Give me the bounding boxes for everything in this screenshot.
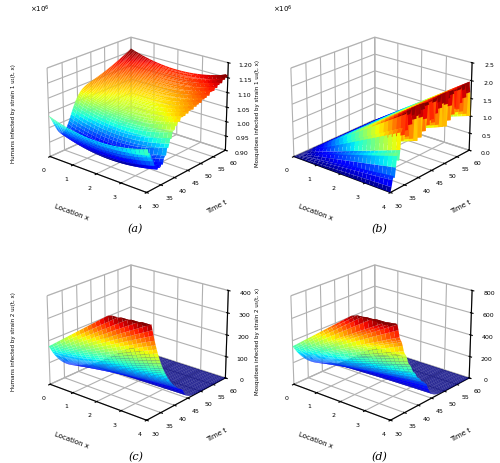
- X-axis label: Location x: Location x: [54, 431, 90, 449]
- Y-axis label: Time t: Time t: [450, 426, 471, 442]
- Text: (c): (c): [128, 450, 143, 461]
- Y-axis label: Time t: Time t: [206, 199, 228, 214]
- Text: Mosquitoes infected by strain 2 u₅(t, x): Mosquitoes infected by strain 2 u₅(t, x): [255, 288, 260, 394]
- X-axis label: Location x: Location x: [54, 203, 90, 221]
- Text: $\times 10^6$: $\times 10^6$: [30, 4, 49, 15]
- X-axis label: Location x: Location x: [298, 203, 334, 221]
- Text: (d): (d): [372, 450, 388, 461]
- Text: (a): (a): [128, 223, 144, 234]
- Text: Humans infected by strain 2 u₂(t, x): Humans infected by strain 2 u₂(t, x): [12, 291, 16, 390]
- Text: Humans infected by strain 1 u₁(t, x): Humans infected by strain 1 u₁(t, x): [12, 64, 16, 163]
- Text: (b): (b): [372, 223, 388, 234]
- Y-axis label: Time t: Time t: [206, 426, 228, 442]
- Y-axis label: Time t: Time t: [450, 199, 471, 214]
- Text: Mosquitoes infected by strain 1 u₄(t, x): Mosquitoes infected by strain 1 u₄(t, x): [255, 60, 260, 167]
- Text: $\times 10^6$: $\times 10^6$: [274, 4, 293, 15]
- X-axis label: Location x: Location x: [298, 431, 334, 449]
